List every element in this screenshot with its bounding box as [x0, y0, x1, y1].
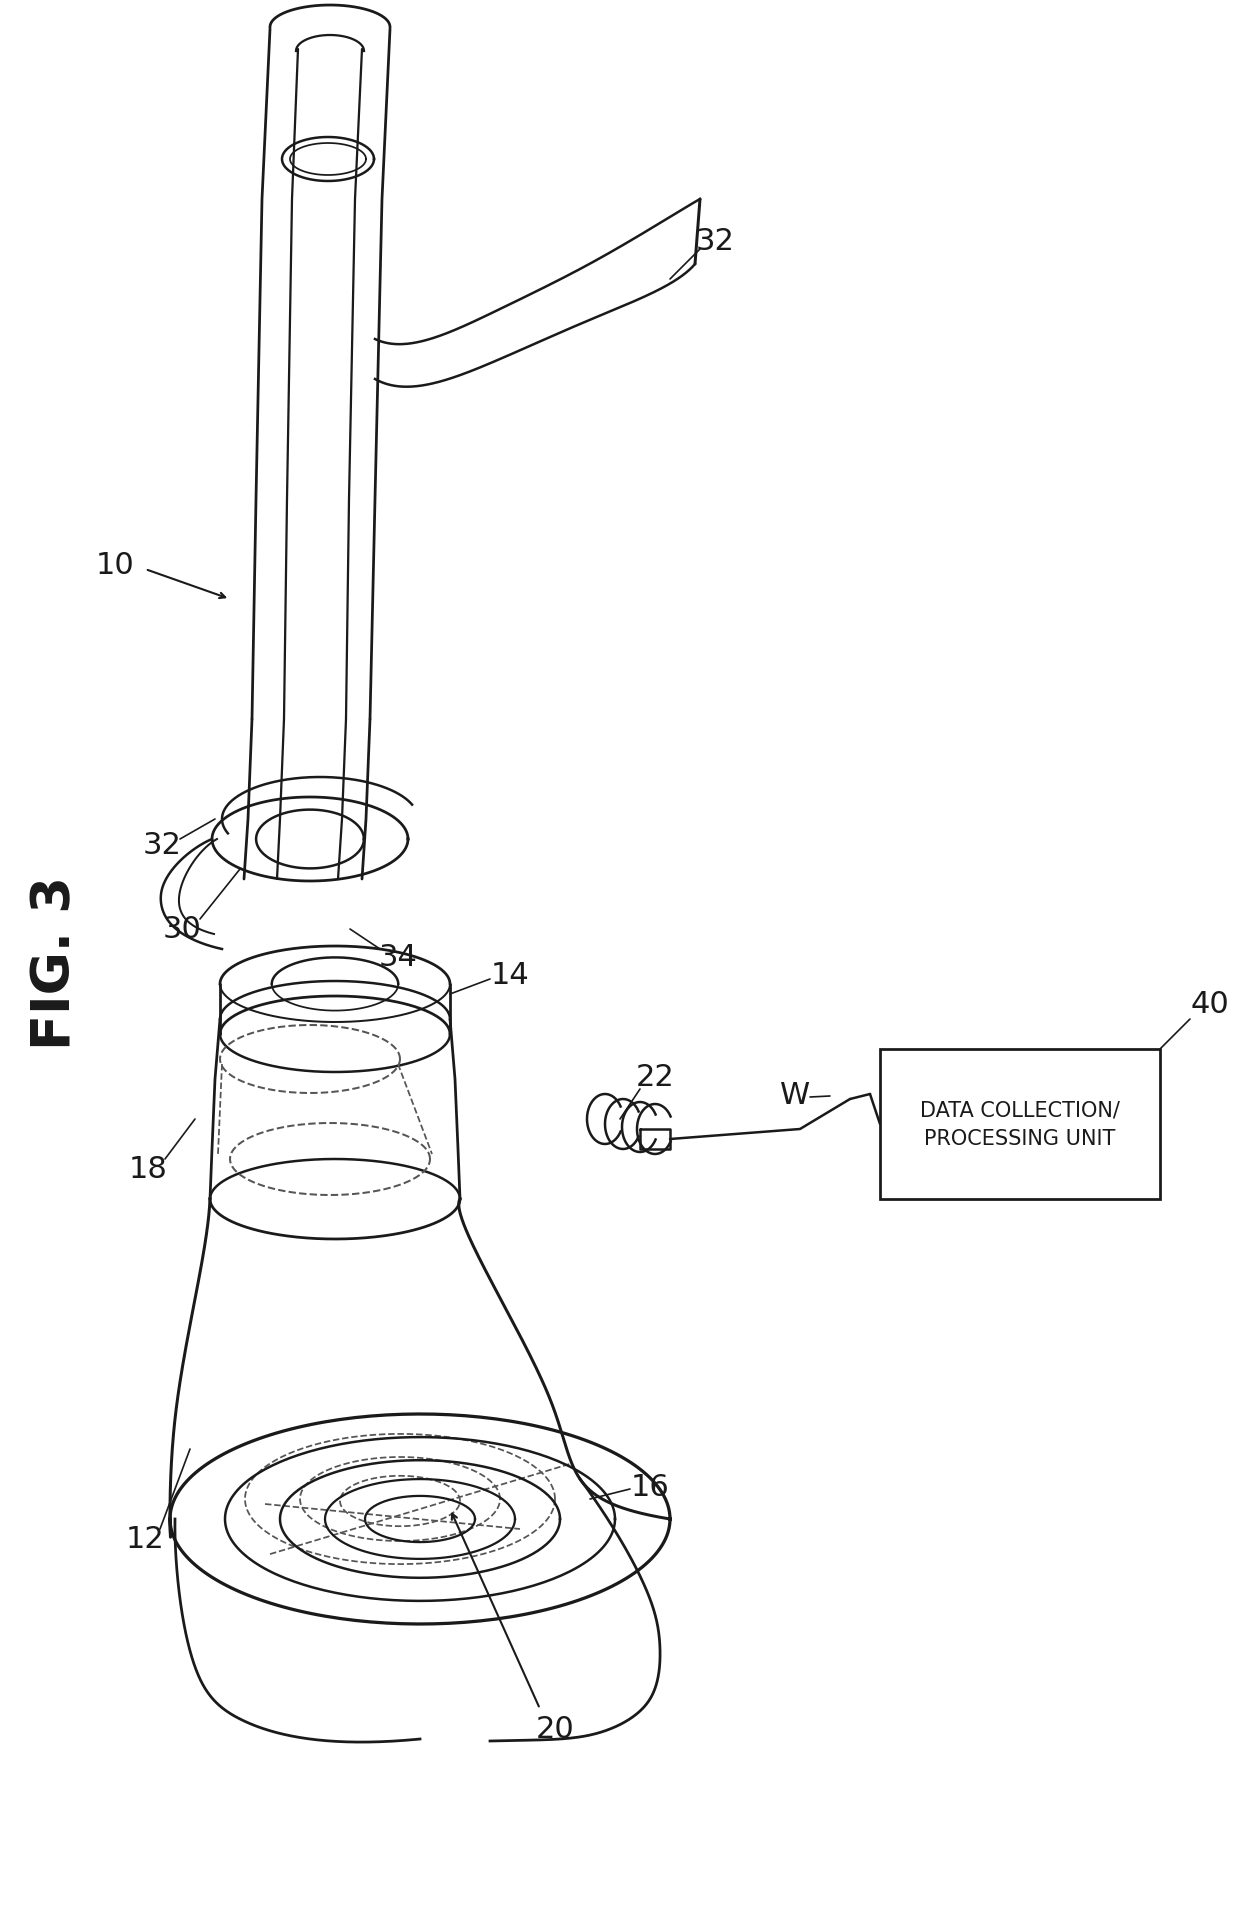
Text: 32: 32	[143, 831, 181, 859]
Bar	[880, 1050, 1159, 1200]
Text: 30: 30	[162, 914, 201, 945]
Text: 18: 18	[129, 1154, 167, 1183]
Text: FIG. 3: FIG. 3	[29, 876, 81, 1050]
Text: 40: 40	[1190, 991, 1229, 1019]
Text: 16: 16	[631, 1473, 670, 1501]
Text: 34: 34	[378, 943, 418, 972]
Text: DATA COLLECTION/
PROCESSING UNIT: DATA COLLECTION/ PROCESSING UNIT	[920, 1101, 1120, 1149]
Text: 22: 22	[636, 1063, 675, 1092]
Text: 32: 32	[696, 227, 734, 257]
Text: 14: 14	[491, 960, 529, 991]
Text: 10: 10	[95, 551, 134, 579]
Text: 12: 12	[125, 1524, 165, 1554]
Text: W: W	[780, 1080, 810, 1109]
Text: 20: 20	[536, 1714, 574, 1743]
